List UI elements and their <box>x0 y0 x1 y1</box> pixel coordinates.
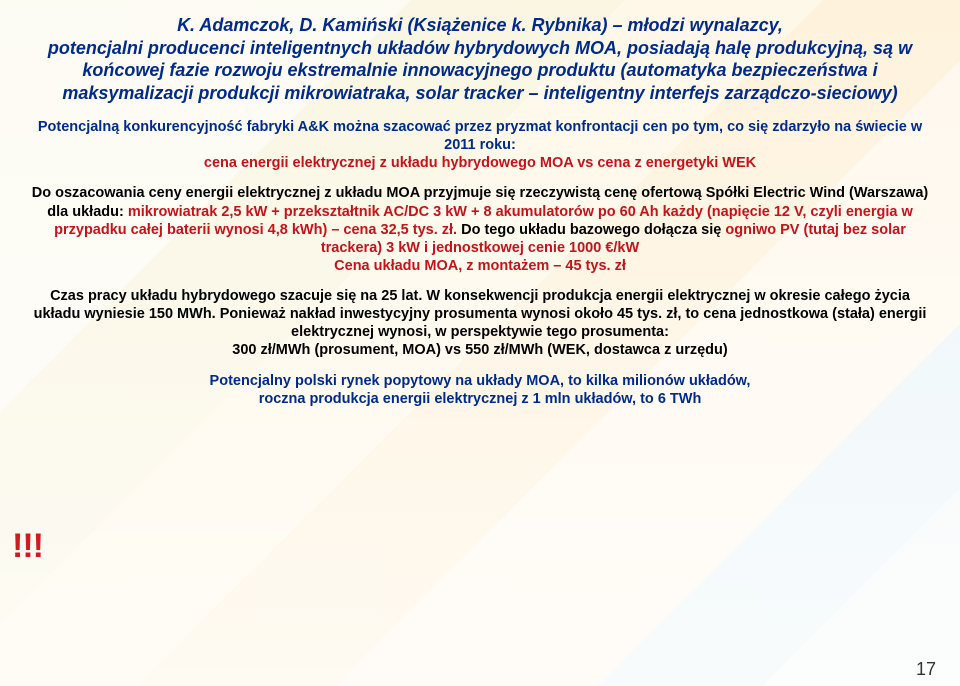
triple-exclamation: !!! <box>12 527 43 566</box>
para3a: Potencjalny polski rynek popytowy na ukł… <box>210 373 751 389</box>
paragraph-1: Do oszacowania ceny energii elektrycznej… <box>28 184 932 275</box>
slide-page: K. Adamczok, D. Kamiński (Książenice k. … <box>0 0 960 686</box>
para3b: roczna produkcja energii elektrycznej z … <box>259 391 702 407</box>
para1-mid: Do tego układu bazowego dołącza się <box>457 222 725 238</box>
subtitle-blue: Potencjalną konkurencyjność fabryki A&K … <box>38 119 922 153</box>
paragraph-2-wrapper: Czas pracy układu hybrydowego szacuje si… <box>28 287 932 360</box>
paragraph-2: Czas pracy układu hybrydowego szacuje si… <box>28 287 932 360</box>
para1-last: Cena układu MOA, z montażem – 45 tys. zł <box>334 258 626 274</box>
page-number: 17 <box>916 659 936 680</box>
subtitle-block: Potencjalną konkurencyjność fabryki A&K … <box>28 118 932 172</box>
subtitle-red: cena energii elektrycznej z układu hybry… <box>204 155 756 171</box>
title-line2: potencjalni producenci inteligentnych uk… <box>48 38 912 103</box>
para2a: Czas pracy układu hybrydowego szacuje si… <box>34 288 927 340</box>
paragraph-3: Potencjalny polski rynek popytowy na ukł… <box>28 372 932 408</box>
title-block: K. Adamczok, D. Kamiński (Książenice k. … <box>28 14 932 104</box>
para2b: 300 zł/MWh (prosument, MOA) vs 550 zł/MW… <box>232 342 727 358</box>
title-line1: K. Adamczok, D. Kamiński (Książenice k. … <box>177 15 783 35</box>
